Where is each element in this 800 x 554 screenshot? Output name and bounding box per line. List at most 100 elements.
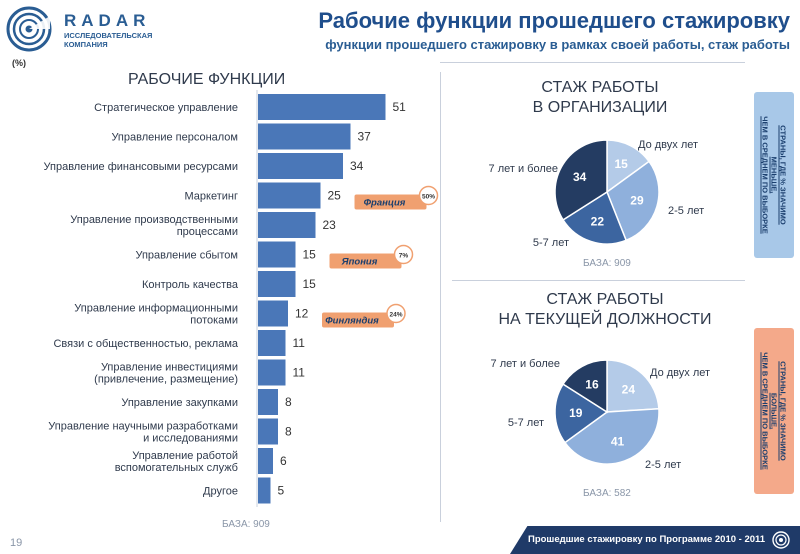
pie-position-title: СТАЖ РАБОТЫ НА ТЕКУЩЕЙ ДОЛЖНОСТИ	[480, 290, 730, 330]
callout-value: 24%	[389, 312, 402, 319]
side-note-more-line-2: БОЛЬШЕ,	[769, 392, 779, 430]
bar-category-label: Управление персоналом	[111, 132, 238, 144]
bar-value-label: 11	[293, 366, 306, 380]
bar	[258, 418, 278, 445]
bar	[258, 153, 343, 179]
bar-category-label: Контроль качества	[142, 279, 239, 291]
side-note-less-line-3: ЧЕМ В СРЕДНЕМ ПО ВЫБОРКЕ	[760, 116, 770, 234]
bar	[258, 448, 273, 474]
bar	[258, 212, 316, 238]
bar-category-label: процессами	[177, 226, 238, 238]
bar	[258, 330, 286, 356]
callout-badge	[386, 303, 406, 324]
bar	[258, 241, 296, 268]
bar-category-label: Управление сбытом	[135, 250, 238, 262]
tenure-organization-pie-chart: 15 До двух лет 29 2-5 лет 22 5-7 лет 34 7 лет и…	[489, 139, 705, 249]
divider-vertical	[440, 72, 441, 522]
work-functions-bar-chart: 51 Стратегическое управление 37 Управление …	[44, 90, 439, 507]
bar-value-label: 15	[303, 248, 317, 262]
bar-value-label: 25	[328, 189, 342, 203]
pie-slice	[606, 160, 660, 242]
pie-slice	[554, 139, 608, 221]
bar-chart-title: РАБОЧИЕ ФУНКЦИИ	[128, 71, 286, 88]
bar-category-label: (привлечение, размещение)	[94, 374, 238, 386]
bar-value-label: 5	[278, 484, 285, 498]
pie-slice-value: 29	[630, 194, 644, 208]
bar-value-label: 37	[358, 130, 372, 144]
pie-slice	[606, 139, 651, 194]
callout-country: Япония	[341, 257, 378, 268]
bar-category-label: Связи с общественностью, реклама	[53, 338, 238, 350]
pie-slice-label: До двух лет	[650, 367, 710, 379]
pie-slice-value: 19	[569, 406, 583, 420]
footer-text: Прошедшие стажировку по Программе 2010 -…	[528, 534, 766, 545]
side-note-more-text: СТРАНЫ, ГДЕ % ЗНАЧИМО БОЛЬШЕ, ЧЕМ В СРЕД…	[761, 352, 788, 470]
pie-slice-label: 7 лет и более	[491, 358, 560, 370]
page-number: 19	[10, 537, 23, 549]
side-note-less-line-2: МЕНЬШЕ,	[769, 156, 779, 194]
pie-org-title: СТАЖ РАБОТЫ В ОРГАНИЗАЦИИ	[500, 78, 700, 118]
bar-category-label: вспомогательных служб	[115, 462, 238, 474]
bar-category-label: Управление научными разработками	[48, 421, 238, 433]
pie-slice-value: 15	[614, 157, 628, 171]
bar-value-label: 15	[303, 277, 317, 291]
pie-position-title-line-1: СТАЖ РАБОТЫ	[546, 291, 664, 308]
pie-org-base: БАЗА: 909	[583, 258, 631, 269]
pie-position-base: БАЗА: 582	[583, 488, 631, 499]
tenure-position-pie-chart: 24 До двух лет 41 2-5 лет 19 5-7 лет 16 7 лет и…	[491, 358, 711, 471]
pie-slice-label: 2-5 лет	[668, 205, 704, 217]
bar-category-label: Управление работой	[132, 450, 238, 462]
pie-slice	[563, 407, 660, 465]
side-note-more-line-3: ЧЕМ В СРЕДНЕМ ПО ВЫБОРКЕ	[760, 352, 770, 470]
bar	[258, 123, 351, 150]
pie-slice-value: 16	[585, 378, 599, 392]
footer-bar	[510, 526, 800, 554]
bar-category-label: Управление производственными	[70, 214, 238, 226]
logo-title: RADAR	[64, 11, 151, 30]
divider-top	[440, 62, 745, 63]
radar-logo-icon	[6, 6, 52, 52]
divider-middle	[452, 280, 745, 281]
bar-category-label: Управление финансовыми ресурсами	[44, 161, 238, 173]
pie-slice-label: 2-5 лет	[645, 459, 681, 471]
pie-slice-value: 34	[573, 170, 587, 184]
pie-slice-value: 24	[622, 382, 636, 396]
side-note-more: СТРАНЫ, ГДЕ % ЗНАЧИМО БОЛЬШЕ, ЧЕМ В СРЕД…	[754, 328, 794, 494]
side-note-less-line-1: СТРАНЫ, ГДЕ % ЗНАЧИМО	[778, 125, 788, 225]
pie-slice	[562, 359, 608, 414]
logo-subtitle: ИССЛЕДОВАТЕЛЬСКАЯ КОМПАНИЯ	[64, 31, 153, 49]
bar-value-label: 51	[393, 100, 407, 114]
callout-badge	[418, 185, 439, 206]
callout-badge	[393, 244, 414, 265]
bar-category-label: Управление информационными	[74, 303, 238, 315]
pie-slice	[554, 383, 609, 444]
callout-country: Франция	[364, 198, 406, 209]
pie-slice-value: 41	[611, 434, 625, 448]
bar	[258, 477, 271, 504]
callout-value: 7%	[399, 253, 409, 260]
callout-box	[322, 312, 394, 328]
bar-category-label: Другое	[203, 486, 238, 498]
bar	[258, 94, 386, 120]
company-logo: RADAR ИССЛЕДОВАТЕЛЬСКАЯ КОМПАНИЯ	[6, 6, 152, 52]
bar-chart-base: БАЗА: 909	[222, 519, 270, 530]
page-title: Рабочие функции прошедшего стажировку	[318, 8, 790, 33]
side-note-less: СТРАНЫ, ГДЕ % ЗНАЧИМО МЕНЬШЕ, ЧЕМ В СРЕД…	[754, 92, 794, 258]
pie-org-title-line-2: В ОРГАНИЗАЦИИ	[532, 99, 668, 116]
bar-value-label: 8	[285, 395, 292, 409]
bar-value-label: 34	[350, 159, 364, 173]
bar-category-label: и исследованиями	[143, 433, 238, 445]
bar-value-label: 12	[295, 307, 309, 321]
bar-value-label: 23	[323, 218, 337, 232]
pie-slice	[606, 359, 660, 413]
callout-value: 50%	[422, 194, 435, 201]
side-note-more-line-1: СТРАНЫ, ГДЕ % ЗНАЧИМО	[778, 361, 788, 461]
bar-category-label: Маркетинг	[185, 191, 238, 203]
pie-slice-label: 5-7 лет	[533, 237, 569, 249]
bar-category-label: Стратегическое управление	[94, 102, 238, 114]
bar-value-label: 8	[285, 425, 292, 439]
pie-slice-label: До двух лет	[638, 139, 698, 151]
bar	[258, 359, 286, 386]
bar-category-label: Управление закупками	[121, 397, 238, 409]
side-note-less-text: СТРАНЫ, ГДЕ % ЗНАЧИМО МЕНЬШЕ, ЧЕМ В СРЕД…	[761, 116, 788, 234]
